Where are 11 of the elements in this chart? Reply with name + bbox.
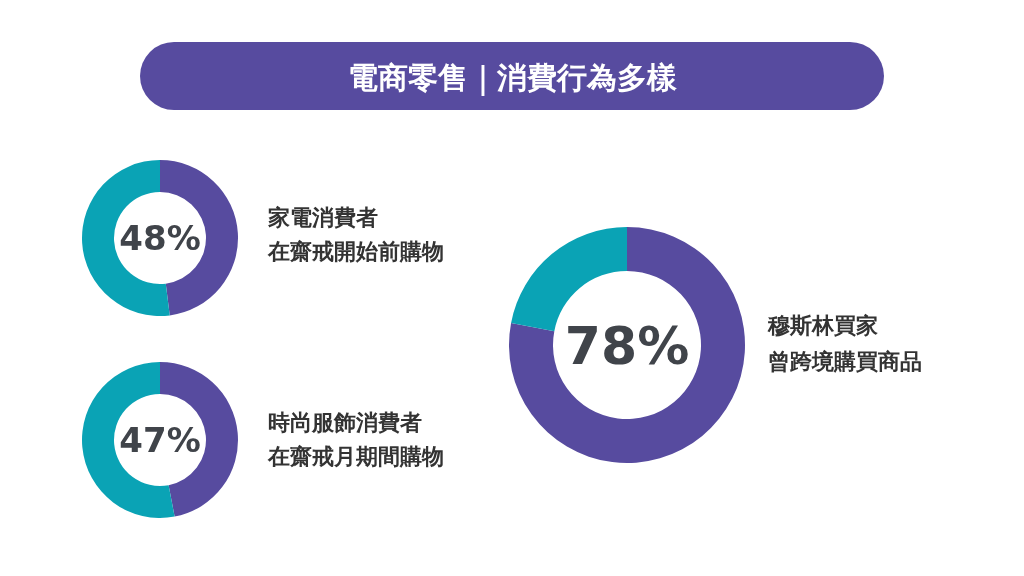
text: 電商零售｜消費行為多樣 bbox=[347, 60, 677, 97]
text: 在齋戒開始前購物 bbox=[267, 239, 444, 264]
donut-slice bbox=[509, 227, 745, 463]
text: 穆斯林買家 bbox=[767, 313, 878, 338]
data-label: 78% bbox=[564, 315, 690, 376]
text: 家電消費者 bbox=[267, 205, 378, 230]
data-label: 47% bbox=[119, 420, 201, 461]
data-label: 48% bbox=[119, 218, 201, 259]
text: 在齋戒月期間購物 bbox=[267, 444, 444, 469]
text: 時尚服飾消費者 bbox=[268, 410, 422, 435]
text: 曾跨境購買商品 bbox=[768, 349, 922, 374]
